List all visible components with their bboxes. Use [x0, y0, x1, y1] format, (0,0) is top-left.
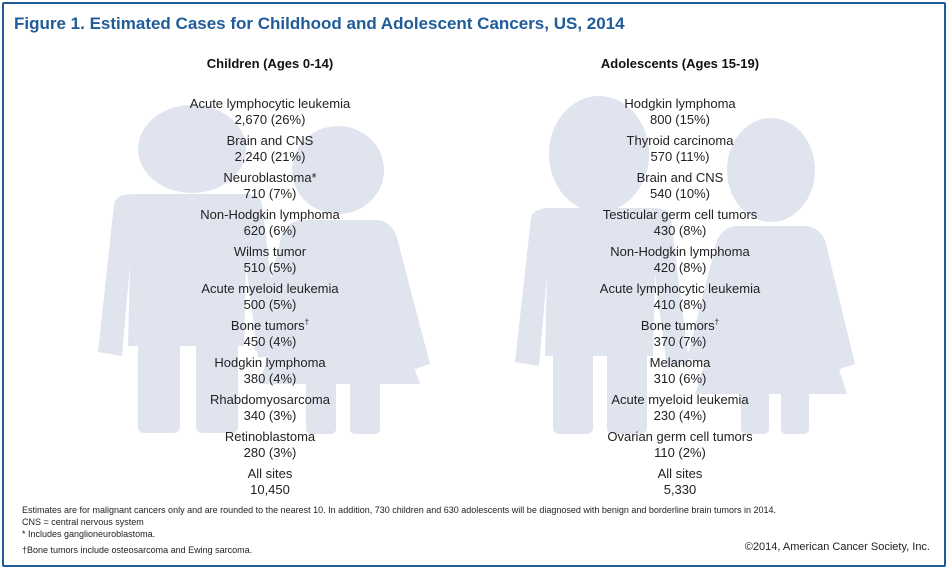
children-silhouettes — [98, 105, 430, 434]
adolescents-entry-list: Hodgkin lymphoma 800 (15%) Thyroid carcino… — [530, 96, 830, 503]
adolescents-entry-value: 370 (7%) — [653, 334, 707, 350]
adolescents-entry-value: 800 (15%) — [650, 112, 710, 128]
adolescents-entry-name: Hodgkin lymphoma — [624, 96, 736, 111]
figure-title: Figure 1. Estimated Cases for Childhood … — [14, 14, 625, 33]
children-entry-name: Acute lymphocytic leukemia — [189, 96, 351, 111]
children-entry-value: 500 (5%) — [243, 297, 297, 313]
children-entry-name: Bone tumors† — [230, 317, 310, 333]
children-entry: Neuroblastoma* 710 (7%) — [120, 170, 420, 203]
adolescents-entry: Non-Hodgkin lymphoma 420 (8%) — [530, 244, 830, 277]
children-entry: Rhabdomyosarcoma 340 (3%) — [120, 392, 420, 425]
children-entry: Bone tumors† 450 (4%) — [120, 318, 420, 351]
adolescents-column-title: Adolescents (Ages 15-19) — [600, 56, 760, 71]
adolescents-entry-name: Bone tumors† — [640, 317, 720, 333]
footnotes: Estimates are for malignant cancers only… — [22, 504, 776, 556]
children-entry-value: 620 (6%) — [243, 223, 297, 239]
children-entry-value: 280 (3%) — [243, 445, 297, 461]
adolescents-entry-name: Acute lymphocytic leukemia — [599, 281, 761, 296]
children-entry-value: 450 (4%) — [243, 334, 297, 350]
footnote-asterisk: * Includes ganglioneuroblastoma. — [22, 529, 156, 539]
children-entry-value: 2,670 (26%) — [234, 112, 306, 128]
children-entry: Hodgkin lymphoma 380 (4%) — [120, 355, 420, 388]
children-entry-name: Retinoblastoma — [224, 429, 316, 444]
adolescents-entry-value: 430 (8%) — [653, 223, 707, 239]
children-entry: Brain and CNS 2,240 (21%) — [120, 133, 420, 166]
adolescents-entry-name: Brain and CNS — [636, 170, 724, 185]
footnote-cns: CNS = central nervous system — [22, 517, 144, 527]
adolescents-entry: Acute myeloid leukemia 230 (4%) — [530, 392, 830, 425]
children-entry-value: 10,450 — [250, 482, 290, 498]
adolescents-entry: Bone tumors† 370 (7%) — [530, 318, 830, 351]
footnote-dagger: †Bone tumors include osteosarcoma and Ew… — [22, 545, 253, 555]
boy-silhouette-icon — [515, 96, 689, 434]
children-entry: Retinoblastoma 280 (3%) — [120, 429, 420, 462]
adolescents-entry: Thyroid carcinoma 570 (11%) — [530, 133, 830, 166]
children-entry-value: 710 (7%) — [243, 186, 297, 202]
adolescents-entry: All sites 5,330 — [530, 466, 830, 499]
children-entry: Acute lymphocytic leukemia 2,670 (26%) — [120, 96, 420, 129]
children-column-title: Children (Ages 0-14) — [206, 56, 334, 71]
copyright: ©2014, American Cancer Society, Inc. — [744, 541, 930, 553]
girl-silhouette-icon — [687, 118, 855, 434]
adolescents-entry-name: Melanoma — [649, 355, 711, 370]
adolescents-entry-value: 410 (8%) — [653, 297, 707, 313]
children-entry-name: Wilms tumor — [233, 244, 307, 259]
adolescents-entry: Ovarian germ cell tumors 110 (2%) — [530, 429, 830, 462]
children-entry-value: 380 (4%) — [243, 371, 297, 387]
adolescents-entry-value: 420 (8%) — [653, 260, 707, 276]
adolescents-entry-value: 570 (11%) — [650, 149, 710, 165]
children-entry-value: 510 (5%) — [243, 260, 297, 276]
children-entry-name: All sites — [247, 466, 293, 481]
adolescents-entry-name: Acute myeloid leukemia — [611, 392, 749, 407]
adolescents-footnote-marker: † — [714, 317, 720, 327]
children-footnote-marker: * — [311, 170, 317, 185]
adolescents-entry-name: Testicular germ cell tumors — [602, 207, 758, 222]
children-entry-list: Acute lymphocytic leukemia 2,670 (26%) Bra… — [120, 96, 420, 503]
children-entry: Wilms tumor 510 (5%) — [120, 244, 420, 277]
adolescents-silhouettes — [515, 96, 855, 434]
adolescents-entry: Acute lymphocytic leukemia 410 (8%) — [530, 281, 830, 314]
girl-silhouette-icon — [254, 126, 430, 434]
adolescents-entry-value: 540 (10%) — [650, 186, 710, 202]
children-entry-value: 2,240 (21%) — [234, 149, 306, 165]
children-entry-name: Non-Hodgkin lymphoma — [200, 207, 340, 222]
adolescents-entry-value: 230 (4%) — [653, 408, 707, 424]
adolescents-entry: Hodgkin lymphoma 800 (15%) — [530, 96, 830, 129]
children-entry-name: Neuroblastoma* — [223, 170, 317, 185]
adolescents-entry-value: 110 (2%) — [654, 445, 706, 461]
boy-silhouette-icon — [98, 105, 280, 433]
adolescents-entry: Melanoma 310 (6%) — [530, 355, 830, 388]
footnote-estimates: Estimates are for malignant cancers only… — [22, 505, 776, 515]
adolescents-entry-value: 5,330 — [663, 482, 697, 498]
adolescents-entry: Testicular germ cell tumors 430 (8%) — [530, 207, 830, 240]
children-entry: All sites 10,450 — [120, 466, 420, 499]
children-entry-value: 340 (3%) — [243, 408, 297, 424]
children-entry-name: Brain and CNS — [226, 133, 314, 148]
children-entry-name: Hodgkin lymphoma — [214, 355, 326, 370]
children-entry: Acute myeloid leukemia 500 (5%) — [120, 281, 420, 314]
adolescents-entry-name: Thyroid carcinoma — [626, 133, 734, 148]
children-entry: Non-Hodgkin lymphoma 620 (6%) — [120, 207, 420, 240]
children-entry-name: Rhabdomyosarcoma — [210, 392, 330, 407]
adolescents-entry-name: All sites — [657, 466, 703, 481]
adolescents-entry: Brain and CNS 540 (10%) — [530, 170, 830, 203]
adolescents-entry-value: 310 (6%) — [653, 371, 707, 387]
adolescents-entry-name: Ovarian germ cell tumors — [607, 429, 753, 444]
adolescents-entry-name: Non-Hodgkin lymphoma — [610, 244, 750, 259]
children-footnote-marker: † — [304, 317, 310, 327]
children-entry-name: Acute myeloid leukemia — [201, 281, 339, 296]
